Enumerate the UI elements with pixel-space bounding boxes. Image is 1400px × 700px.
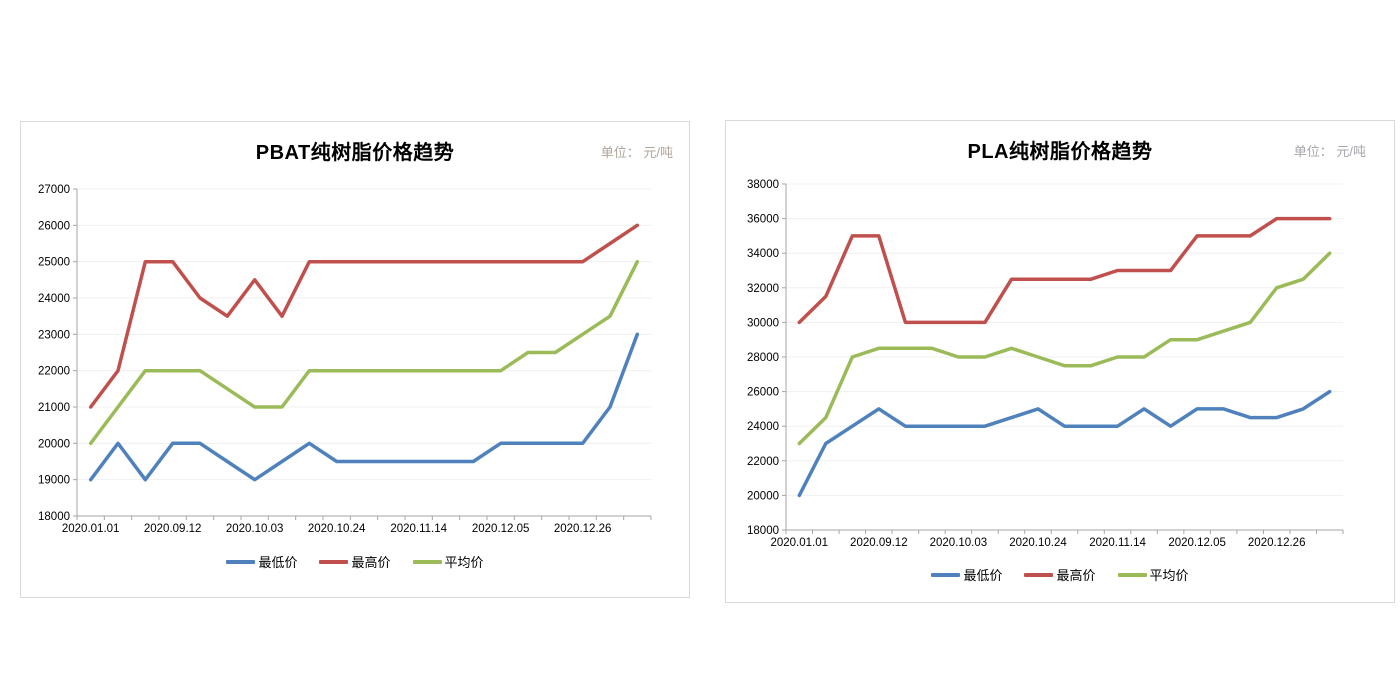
x-tick-label: 2020.09.12 <box>144 523 202 535</box>
series-line-max-price <box>797 216 1332 325</box>
x-tick-label: 2020.01.01 <box>770 537 828 549</box>
y-tick-label: 27000 <box>38 184 70 196</box>
series-line-min-price <box>797 389 1332 498</box>
pla-chart-panel: PLA纯树脂价格趋势 单位： 元/吨 18000 20000 22000 24000 2… <box>725 120 1395 603</box>
pla-unit-label: 单位： 元/吨 <box>1293 144 1366 159</box>
pbat-chart-panel: PBAT纯树脂价格趋势 单位： 元/吨 18000 19000 20000 21000… <box>20 121 690 598</box>
x-tick-label: 2020.10.24 <box>1009 537 1067 549</box>
x-tick-label: 2020.01.01 <box>62 523 120 535</box>
x-tick-label: 2020.09.12 <box>850 537 908 549</box>
y-tick-label: 30000 <box>747 317 779 329</box>
series-line-avg-price <box>88 259 640 446</box>
y-tick-label: 26000 <box>747 387 779 399</box>
y-tick-label: 28000 <box>747 352 779 364</box>
y-tick-label: 22000 <box>747 456 779 468</box>
pbat-legend: 最低价 最高价 平均价 <box>21 552 689 571</box>
pbat-unit-label: 单位： 元/吨 <box>600 145 673 160</box>
legend-line-swatch <box>412 559 442 564</box>
legend-item-label: 平均价 <box>444 555 484 570</box>
y-tick-label: 19000 <box>38 475 70 487</box>
x-tick-label: 2020.11.14 <box>390 523 447 535</box>
legend-line-swatch <box>931 572 961 577</box>
y-tick-label: 24000 <box>747 421 779 433</box>
legend-item-max-price: 最高价 <box>319 552 391 571</box>
series-line-max-price <box>88 223 640 409</box>
y-tick-label: 32000 <box>747 283 779 295</box>
y-tick-label: 24000 <box>38 293 70 305</box>
x-tick-label: 2020.10.24 <box>308 523 366 535</box>
pbat-plot-area: 18000 19000 20000 21000 22000 23000 24000 25000… <box>38 184 652 535</box>
y-tick-label: 20000 <box>38 438 70 450</box>
pla-legend: 最低价 最高价 平均价 <box>726 565 1394 584</box>
y-tick-label: 38000 <box>747 179 779 191</box>
legend-line-swatch <box>1024 572 1054 577</box>
y-tick-label: 34000 <box>747 248 779 260</box>
pla-plot-area: 18000 20000 22000 24000 26000 28000 30000 32000… <box>747 179 1344 549</box>
legend-item-avg-price: 平均价 <box>1117 565 1189 584</box>
x-tick-label: 2020.12.05 <box>472 523 530 535</box>
legend-line-swatch <box>226 559 256 564</box>
x-tick-label: 2020.11.14 <box>1089 537 1146 549</box>
y-tick-label: 22000 <box>38 366 70 378</box>
y-tick-label: 21000 <box>38 402 70 414</box>
series-line-avg-price <box>797 251 1332 446</box>
pla-chart-title: PLA纯树脂价格趋势 <box>967 141 1153 163</box>
series-line-min-price <box>88 332 640 482</box>
x-tick-label: 2020.12.26 <box>554 523 612 535</box>
x-tick-label: 2020.12.26 <box>1248 537 1306 549</box>
y-tick-label: 23000 <box>38 329 70 341</box>
legend-item-label: 平均价 <box>1149 568 1189 583</box>
y-tick-label: 20000 <box>747 490 779 502</box>
y-tick-label: 25000 <box>38 257 70 269</box>
x-tick-label: 2020.10.03 <box>226 523 284 535</box>
y-tick-label: 26000 <box>38 220 70 232</box>
legend-item-label: 最高价 <box>351 555 391 570</box>
pbat-chart-title: PBAT纯树脂价格趋势 <box>255 142 455 164</box>
y-tick-label: 18000 <box>38 511 70 523</box>
legend-item-avg-price: 平均价 <box>412 552 484 571</box>
x-tick-label: 2020.10.03 <box>930 537 988 549</box>
legend-item-min-price: 最低价 <box>226 552 297 571</box>
legend-item-label: 最低价 <box>963 568 1003 583</box>
y-tick-label: 36000 <box>747 214 779 226</box>
y-tick-label: 18000 <box>747 525 779 537</box>
x-tick-label: 2020.12.05 <box>1168 537 1226 549</box>
legend-line-swatch <box>319 559 349 564</box>
legend-item-label: 最高价 <box>1056 568 1096 583</box>
legend-line-swatch <box>1117 572 1147 577</box>
legend-item-min-price: 最低价 <box>931 565 1002 584</box>
legend-item-label: 最低价 <box>258 555 298 570</box>
legend-item-max-price: 最高价 <box>1024 565 1096 584</box>
